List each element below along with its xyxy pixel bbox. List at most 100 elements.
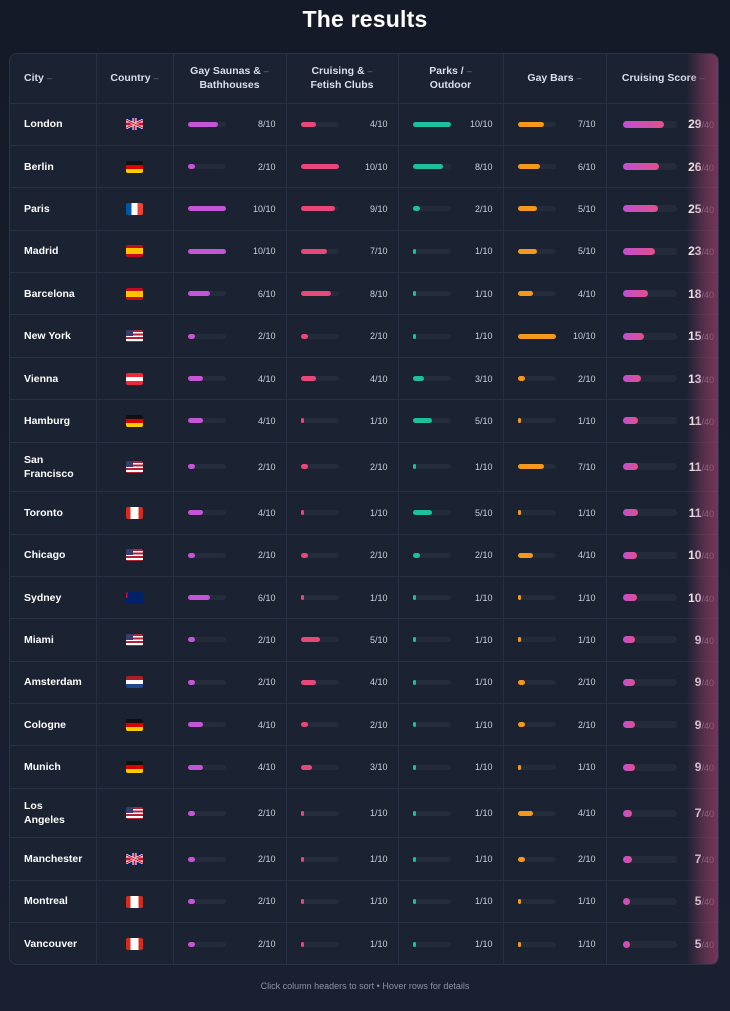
score-denominator: /40	[701, 416, 714, 427]
score-denominator: /40	[701, 720, 714, 731]
parks-bar-track	[412, 206, 451, 212]
table-row[interactable]: Hamburg 4/10 1/10 5/10 1/10 11/40	[10, 399, 718, 443]
table-row[interactable]: Munich 4/10 3/10 1/10 1/10 9/40	[10, 745, 718, 789]
table-row[interactable]: Paris 10/10 9/10 2/10 5/10 25/40	[10, 187, 718, 231]
parks-bar-fill	[412, 510, 432, 516]
column-header-score[interactable]: Cruising Score –	[606, 54, 718, 104]
parks-cell: 5/10	[398, 491, 504, 535]
cruising-bar-fill	[300, 941, 305, 947]
column-header-label: Gay Saunas &	[190, 65, 261, 78]
saunas-cell: 2/10	[173, 618, 287, 662]
table-body: London 8/10 4/10 10/10 7/10 29/40 Berlin 2/10 10…	[10, 103, 718, 964]
parks-bar-fill	[412, 595, 417, 601]
column-header-saunas[interactable]: Gay Saunas & – Bathhouses	[173, 54, 287, 104]
cruising-bar-track	[300, 206, 339, 212]
parks-bar-fill	[412, 810, 417, 816]
city-cell: Barcelona	[10, 272, 97, 316]
table-row[interactable]: Los Angeles 2/10 1/10 1/10 4/10 7/40	[10, 788, 718, 839]
results-table-panel: City – Country – Gay Saunas & – Bathhouses …	[9, 53, 719, 965]
bars-cell: 1/10	[503, 880, 607, 924]
score-bar-track	[622, 375, 677, 383]
table-row[interactable]: Vancouver 2/10 1/10 1/10 1/10 5/40	[10, 922, 718, 964]
column-header-bars[interactable]: Gay Bars –	[503, 54, 607, 104]
city-name: Toronto	[24, 506, 63, 519]
parks-bar-fill	[412, 552, 421, 558]
table-row[interactable]: Madrid 10/10 7/10 1/10 5/10 23/40	[10, 230, 718, 274]
bars-value: 1/10	[577, 507, 596, 518]
table-row[interactable]: Toronto 4/10 1/10 5/10 1/10 11/40	[10, 491, 718, 535]
saunas-cell: 4/10	[173, 703, 287, 747]
score-bar-fill	[622, 375, 641, 383]
cruising-bar-fill	[300, 376, 316, 382]
saunas-value: 2/10	[257, 461, 276, 472]
bars-cell: 2/10	[503, 837, 607, 881]
table-row[interactable]: Sydney 6/10 1/10 1/10 1/10 10/40	[10, 576, 718, 620]
saunas-bar-track	[187, 376, 226, 382]
country-cell	[96, 661, 174, 705]
parks-value: 1/10	[474, 461, 493, 472]
score-cell: 26/40	[606, 145, 718, 189]
cruising-bar-fill	[300, 637, 320, 643]
score-cell: 9/40	[606, 745, 718, 789]
score-bar-track	[622, 463, 677, 471]
germany-flag-icon	[126, 761, 143, 774]
cruising-value: 2/10	[369, 550, 388, 561]
score-value: 11	[688, 459, 702, 474]
canada-flag-icon	[126, 938, 143, 951]
table-row[interactable]: London 8/10 4/10 10/10 7/10 29/40	[10, 103, 718, 146]
table-row[interactable]: Chicago 2/10 2/10 2/10 4/10 10/40	[10, 534, 718, 577]
score-cell: 10/40	[606, 576, 718, 620]
parks-bar-fill	[412, 164, 443, 170]
saunas-bar-fill	[187, 510, 203, 516]
saunas-bar-track	[187, 722, 226, 728]
saunas-value: 4/10	[257, 762, 276, 773]
score-bar-track	[622, 636, 677, 644]
usa-flag-icon	[126, 549, 143, 562]
score-value: 26	[688, 159, 702, 174]
table-row[interactable]: Cologne 4/10 2/10 1/10 2/10 9/40	[10, 703, 718, 747]
score-value: 29	[688, 117, 702, 132]
parks-bar-track	[412, 856, 451, 862]
parks-value: 3/10	[474, 373, 493, 384]
saunas-value: 2/10	[257, 550, 276, 561]
cruising-bar-track	[300, 510, 339, 516]
parks-value: 1/10	[474, 808, 493, 819]
table-row[interactable]: Montreal 2/10 1/10 1/10 1/10 5/40	[10, 880, 718, 924]
sort-icon: –	[367, 66, 373, 77]
table-row[interactable]: New York 2/10 2/10 1/10 10/10 15/40	[10, 314, 718, 358]
cruising-value: 3/10	[369, 762, 388, 773]
saunas-value: 2/10	[257, 808, 276, 819]
bars-cell: 5/10	[503, 230, 607, 274]
bars-bar-fill	[517, 810, 533, 816]
city-cell: Los Angeles	[10, 788, 97, 839]
saunas-cell: 2/10	[173, 837, 287, 881]
bars-cell: 1/10	[503, 491, 607, 535]
column-header-label: Cruising &	[311, 65, 365, 78]
table-row[interactable]: Vienna 4/10 4/10 3/10 2/10 13/40	[10, 357, 718, 401]
parks-bar-fill	[412, 722, 417, 728]
table-row[interactable]: Miami 2/10 5/10 1/10 1/10 9/40	[10, 618, 718, 662]
table-row[interactable]: Amsterdam 2/10 4/10 1/10 2/10 9/40	[10, 661, 718, 705]
column-header-parks[interactable]: Parks / – Outdoor	[398, 54, 504, 104]
bars-bar-fill	[517, 941, 522, 947]
table-row[interactable]: Manchester 2/10 1/10 1/10 2/10 7/40	[10, 837, 718, 881]
cruising-bar-track	[300, 898, 339, 904]
bars-value: 1/10	[577, 415, 596, 426]
cruising-value: 2/10	[369, 719, 388, 730]
column-header-cruising[interactable]: Cruising & – Fetish Clubs	[286, 54, 399, 104]
score-bar-track	[622, 855, 677, 863]
bars-value: 7/10	[577, 461, 596, 472]
bars-value: 1/10	[577, 939, 596, 950]
column-header-city[interactable]: City –	[10, 54, 97, 104]
table-row[interactable]: Barcelona 6/10 8/10 1/10 4/10 18/40	[10, 272, 718, 316]
cruising-bar-track	[300, 810, 339, 816]
saunas-bar-fill	[187, 679, 196, 685]
score-cell: 7/40	[606, 837, 718, 881]
parks-cell: 1/10	[398, 272, 504, 316]
parks-value: 1/10	[474, 762, 493, 773]
score-cell: 29/40	[606, 103, 718, 146]
bars-bar-track	[517, 164, 556, 170]
column-header-country[interactable]: Country –	[96, 54, 174, 104]
table-row[interactable]: San Francisco 2/10 2/10 1/10 7/10 11/40	[10, 442, 718, 493]
table-row[interactable]: Berlin 2/10 10/10 8/10 6/10 26/40	[10, 145, 718, 189]
